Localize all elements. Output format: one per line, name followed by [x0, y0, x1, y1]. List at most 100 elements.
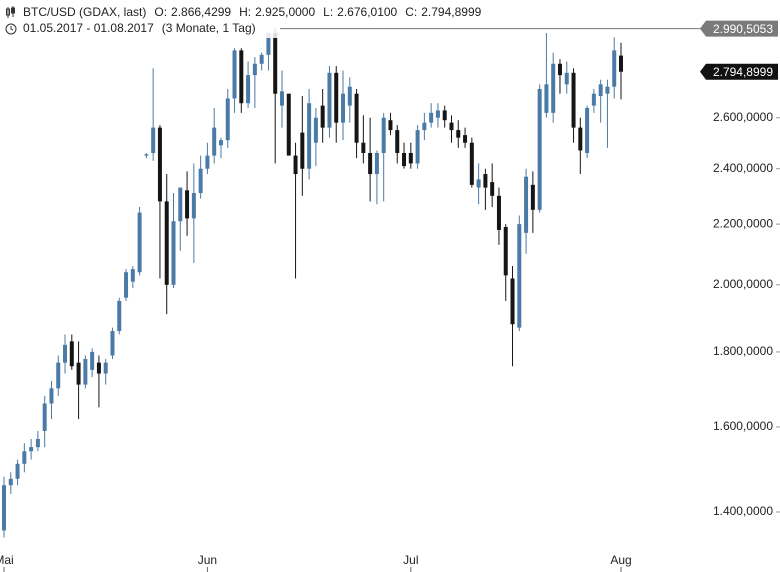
candle-body — [571, 72, 576, 128]
candle-body — [341, 93, 346, 123]
candle-body — [530, 184, 535, 210]
candle-body — [198, 168, 203, 194]
candle-body — [619, 55, 623, 72]
candle-body — [22, 451, 27, 464]
candle-body — [15, 463, 20, 479]
candle-body — [42, 403, 47, 431]
candle-body — [29, 447, 34, 452]
candle-body — [8, 478, 13, 486]
candle-body — [90, 351, 95, 370]
candle-body — [496, 195, 501, 230]
candle-body — [246, 75, 251, 104]
candle-body — [402, 152, 407, 167]
candle-body — [585, 108, 590, 153]
candle-body — [395, 130, 400, 153]
candle-body — [124, 272, 129, 298]
candle-icon — [6, 6, 15, 18]
quote-value: 2.866,4299 — [171, 5, 231, 19]
candle-body — [313, 117, 318, 143]
reference-tag — [700, 20, 778, 37]
candle-body — [144, 154, 149, 156]
candle-body — [178, 187, 183, 222]
y-tick-label: 2.200,0000 — [713, 216, 773, 230]
candle-body — [354, 93, 359, 143]
quote-value: 2.676,0100 — [337, 5, 397, 19]
candle-body — [83, 359, 88, 385]
candle-body — [151, 127, 156, 153]
candle-body — [164, 201, 169, 285]
candle-body — [483, 174, 488, 188]
quote-value: 2.794,8999 — [421, 5, 481, 19]
x-tick-label: Aug — [610, 553, 631, 567]
candle-body — [524, 176, 529, 233]
candle-body — [422, 122, 427, 131]
candle-body — [273, 33, 278, 94]
candle-body — [476, 179, 481, 188]
candle-body — [185, 190, 190, 219]
candle-body — [157, 127, 162, 202]
candle-body — [63, 344, 68, 363]
candle-body — [171, 221, 176, 285]
candle-body — [191, 193, 196, 219]
candle-body — [279, 91, 284, 106]
candle-body — [564, 72, 569, 85]
y-tick-label: 2.000,0000 — [713, 277, 773, 291]
candle-body — [218, 140, 223, 146]
header-line: BTC/USD (GDAX, last) O: 2.866,4299 H: 2.925,… — [23, 5, 482, 19]
candle-body — [551, 63, 556, 113]
candle-body — [503, 227, 508, 276]
x-tick-label: Mai — [0, 553, 14, 567]
candle-body — [259, 54, 264, 64]
candle-body — [429, 112, 434, 123]
quote-value: 2.925,0000 — [255, 5, 315, 19]
candle-body — [225, 98, 230, 141]
candle-body — [388, 120, 393, 131]
candle-body — [293, 155, 298, 175]
candle-body — [347, 86, 352, 106]
candle-body — [591, 93, 596, 106]
candle-body — [252, 63, 257, 76]
candle-body — [442, 110, 447, 121]
candle-body — [103, 362, 108, 374]
y-tick-label: 1.800,0000 — [713, 344, 773, 358]
candle-body — [537, 89, 542, 210]
quote-name: O: — [154, 5, 167, 19]
candle-body — [96, 362, 101, 374]
reference-label: 2.990,5053 — [713, 22, 773, 36]
candle-body — [212, 127, 217, 156]
candle-body — [374, 152, 379, 175]
candle-body — [49, 388, 54, 404]
candle-body — [56, 362, 61, 389]
candle-body — [130, 269, 135, 282]
candle-body — [361, 142, 366, 153]
candle-body — [517, 224, 522, 328]
last-price-tag — [700, 63, 778, 80]
candle-body — [605, 86, 610, 94]
date-range: 01.05.2017 - 01.08.2017 — [23, 21, 154, 35]
candle-body — [368, 152, 373, 175]
header-bg — [0, 0, 480, 38]
candle-body — [598, 84, 603, 97]
candle-body — [2, 485, 6, 531]
candle-body — [510, 278, 515, 325]
candle-body — [557, 63, 562, 76]
candle-body — [110, 331, 115, 356]
candle-body — [334, 72, 339, 123]
y-tick-label: 2.400,0000 — [713, 161, 773, 175]
candle-body — [239, 50, 244, 104]
candle-body — [327, 72, 332, 128]
candle-body — [463, 135, 468, 143]
candle-body — [490, 182, 495, 196]
header-line: 01.05.2017 - 01.08.2017 (3 Monate, 1 Tag) — [23, 21, 256, 35]
candle-body — [205, 155, 210, 169]
candle-body — [469, 142, 474, 185]
candle-body — [69, 341, 74, 367]
candle-body — [435, 110, 440, 118]
candle-body — [578, 127, 583, 151]
candle-body — [137, 212, 142, 273]
y-tick-label: 1.400,0000 — [713, 504, 773, 518]
candle-body — [320, 105, 325, 128]
x-tick-label: Jul — [403, 553, 418, 567]
clock-icon — [5, 23, 17, 35]
